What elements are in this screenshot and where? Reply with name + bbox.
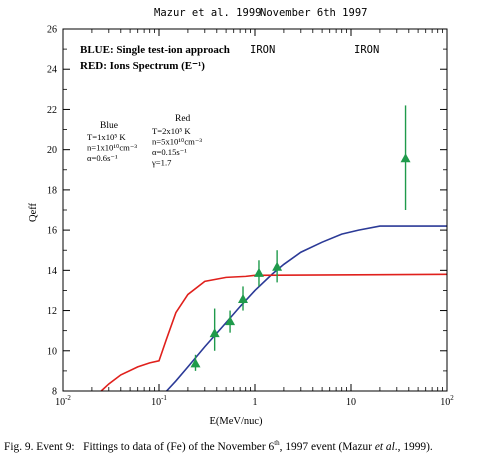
caption-text: , 1997 event (Mazur: [279, 440, 375, 453]
chart-title-date: November 6th 1997: [260, 7, 367, 19]
param-line: n=5x10¹⁰cm⁻³: [152, 137, 202, 147]
caption-text: Fittings to data of (Fe) of the November…: [83, 440, 275, 453]
series-line-blue: [166, 225, 447, 392]
y-tick-label: 14: [47, 266, 57, 277]
x-tick-label: 10-2: [55, 394, 71, 408]
chart-title-author: Mazur et al. 1999: [154, 7, 261, 19]
y-tick-label: 18: [47, 185, 57, 196]
plot-frame: [62, 28, 448, 392]
param-line: T=2x10⁵ K: [152, 126, 191, 136]
y-tick-label: 16: [47, 226, 57, 237]
x-tick-label: 10: [346, 397, 356, 408]
series-line-red: [100, 273, 448, 392]
param-line: n=1x10¹⁰cm⁻³: [87, 143, 137, 153]
y-tick-label: 8: [52, 387, 57, 398]
y-axis-label: Qeff: [28, 202, 39, 222]
param-line: α=0.15s⁻¹: [152, 147, 187, 157]
data-point-triangle: [209, 328, 220, 338]
plot-series: [100, 105, 448, 392]
data-point-triangle: [238, 293, 249, 303]
data-point-triangle: [225, 316, 236, 326]
axis-ticks: 10-2 10-1 1 10 102 8 10 12 14 16 18 20 22 24 26: [47, 25, 454, 409]
legend-blue-text: BLUE: Single test-ion approach: [80, 44, 230, 56]
red-params-title: Red: [175, 114, 191, 124]
data-point-triangle: [253, 267, 264, 277]
iron-label: IRON: [250, 44, 275, 56]
x-axis-label: E(MeV/nuc): [209, 416, 263, 427]
y-tick-label: 24: [47, 65, 57, 76]
iron-label: IRON: [354, 44, 379, 56]
caption-superscript: th: [274, 439, 280, 447]
y-tick-label: 22: [47, 105, 57, 116]
y-tick-label: 20: [47, 145, 57, 156]
data-point-triangle: [190, 358, 201, 368]
data-point-triangle: [272, 261, 283, 271]
param-line: γ=1.7: [151, 158, 172, 168]
x-tick-label: 102: [440, 394, 454, 408]
param-line: α=0.6s⁻¹: [87, 153, 118, 163]
blue-params-block: T=1x10⁵ Kn=1x10¹⁰cm⁻³α=0.6s⁻¹: [87, 132, 137, 163]
y-tick-label: 12: [47, 306, 57, 317]
caption-fig-label: Fig. 9. Event 9:: [4, 440, 75, 453]
blue-params-title: Blue: [100, 121, 118, 131]
y-tick-label: 10: [47, 346, 57, 357]
x-tick-label: 1: [253, 397, 258, 408]
figure-caption: Fig. 9. Event 9: Fittings to data of (Fe…: [4, 439, 482, 453]
legend-red-text: RED: Ions Spectrum (E⁻¹): [80, 60, 205, 72]
caption-italic: et al: [374, 440, 395, 453]
data-point-triangle: [400, 153, 411, 163]
y-tick-label: 26: [47, 25, 57, 36]
x-tick-label: 10-1: [151, 394, 167, 408]
param-line: T=1x10⁵ K: [87, 132, 126, 142]
caption-text: ., 1999).: [394, 440, 433, 453]
red-params-block: T=2x10⁵ Kn=5x10¹⁰cm⁻³α=0.15s⁻¹γ=1.7: [151, 126, 202, 168]
